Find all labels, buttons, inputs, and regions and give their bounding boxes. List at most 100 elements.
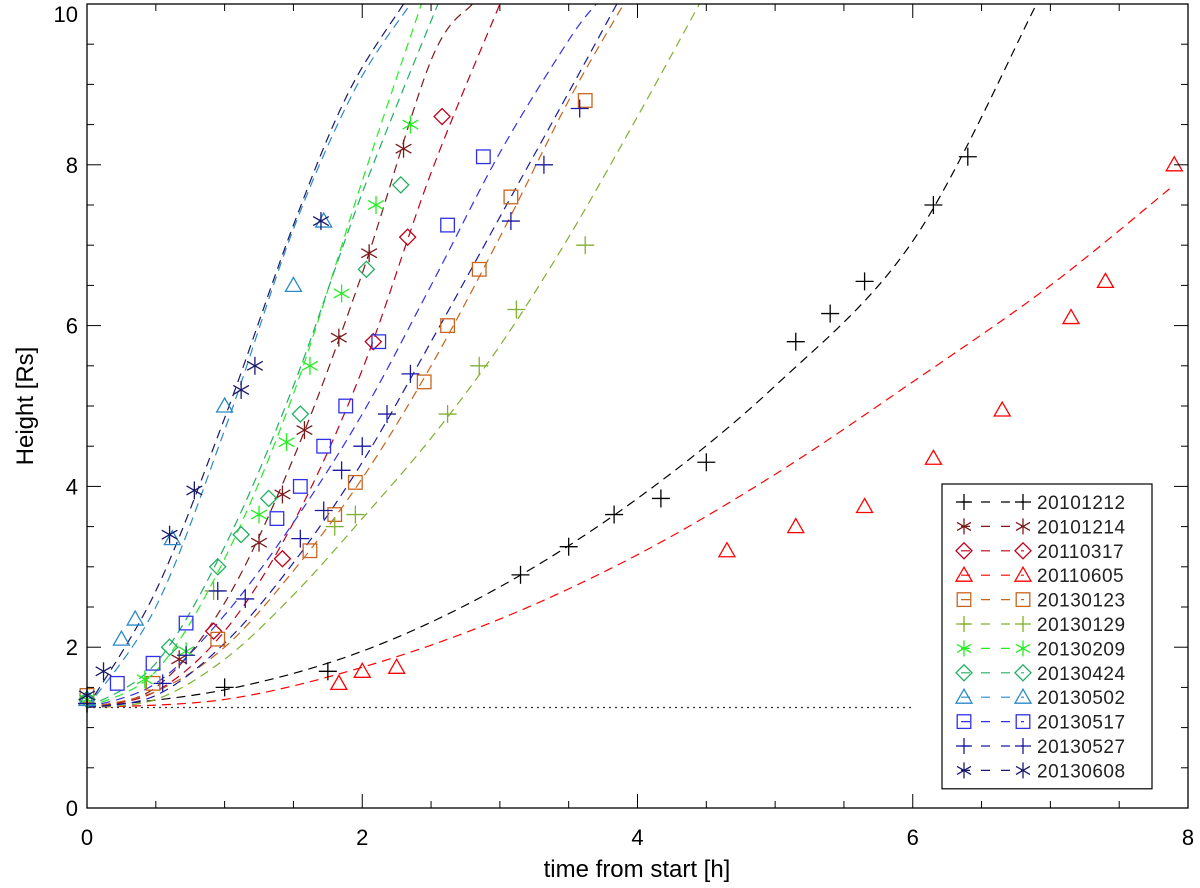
data-point-20110317 bbox=[398, 228, 417, 247]
data-point-20130517 bbox=[145, 655, 161, 671]
fit-curve-20130608 bbox=[87, 4, 405, 708]
data-point-20130209 bbox=[136, 670, 153, 689]
data-point-20130608 bbox=[161, 525, 178, 544]
fit-curve-20130424 bbox=[87, 4, 439, 709]
data-point-20130608 bbox=[186, 481, 203, 500]
data-point-20130209 bbox=[367, 196, 385, 214]
legend-marker-end bbox=[1015, 640, 1031, 657]
data-point-20130502 bbox=[163, 529, 182, 546]
data-point-20110605 bbox=[387, 657, 406, 674]
data-point-20130129 bbox=[507, 300, 526, 319]
data-point-20130129 bbox=[438, 405, 457, 424]
legend-marker-start bbox=[954, 687, 974, 704]
data-point-20130123 bbox=[347, 474, 363, 490]
legend-marker-end bbox=[1015, 762, 1031, 779]
legend-entry-20130502: 20130502 bbox=[954, 687, 1125, 709]
legend-label: 20130517 bbox=[1037, 713, 1126, 734]
data-point-20101214 bbox=[330, 328, 348, 347]
legend-entry-20130209: 20130209 bbox=[956, 639, 1126, 660]
legend-label: 20130129 bbox=[1037, 615, 1126, 636]
data-point-20130424 bbox=[357, 260, 376, 279]
legend-marker-end bbox=[1014, 541, 1032, 560]
data-point-20130209 bbox=[402, 115, 419, 134]
data-point-20130517 bbox=[475, 149, 491, 165]
data-point-20110605 bbox=[786, 517, 805, 534]
legend-entry-20130129: 20130129 bbox=[956, 615, 1126, 636]
legend-label: 20130424 bbox=[1037, 664, 1126, 685]
data-point-20101212 bbox=[559, 537, 578, 556]
data-point-20130123 bbox=[440, 318, 456, 334]
fit-curve-20101212 bbox=[87, 4, 1038, 709]
data-point-20130424 bbox=[291, 405, 310, 423]
data-point-20110605 bbox=[329, 674, 348, 691]
data-point-20110605 bbox=[717, 541, 737, 558]
legend-entry-20101214: 20101214 bbox=[956, 517, 1126, 538]
data-point-20130527 bbox=[208, 581, 227, 600]
data-point-20101214 bbox=[250, 533, 268, 552]
data-point-20130527 bbox=[534, 155, 553, 174]
data-point-20130517 bbox=[371, 334, 387, 350]
data-point-20130517 bbox=[109, 675, 125, 691]
data-point-20130527 bbox=[353, 437, 372, 456]
data-point-20130123 bbox=[210, 631, 226, 647]
data-point-20130209 bbox=[301, 356, 319, 375]
legend-box bbox=[941, 483, 1153, 790]
legend-entry-20130123: 20130123 bbox=[956, 591, 1126, 612]
data-point-20130424 bbox=[208, 557, 227, 576]
axis-ticks bbox=[86, 3, 1189, 809]
data-point-20110605 bbox=[1061, 308, 1081, 325]
data-point-20130129 bbox=[325, 517, 344, 536]
legend-marker-start bbox=[956, 738, 972, 754]
data-point-20130527 bbox=[378, 405, 397, 424]
data-point-20130502 bbox=[112, 629, 131, 646]
legend-label: 20130209 bbox=[1037, 639, 1126, 660]
data-point-20130517 bbox=[292, 478, 308, 494]
x-tick-labels: 0 2 4 6 8 bbox=[81, 825, 1194, 850]
y-axis-label: Height [Rs] bbox=[12, 347, 39, 466]
data-point-20101212 bbox=[318, 662, 337, 681]
y-tick-label: 6 bbox=[66, 314, 78, 339]
data-point-20130424 bbox=[160, 638, 179, 657]
y-tick-label: 0 bbox=[66, 796, 78, 821]
data-point-20101214 bbox=[360, 244, 378, 263]
legend-entry-20130608: 20130608 bbox=[956, 761, 1125, 782]
data-point-20101212 bbox=[511, 565, 530, 584]
fit-curve-20110317 bbox=[87, 4, 501, 709]
data-point-20110605 bbox=[1096, 272, 1115, 289]
fit-curve-20130517 bbox=[87, 4, 597, 709]
legend-marker-start bbox=[956, 592, 972, 608]
data-point-20130424 bbox=[232, 525, 251, 544]
y-tick-label: 4 bbox=[66, 474, 78, 499]
legend-marker-start bbox=[956, 640, 972, 657]
data-point-20130527 bbox=[332, 461, 351, 480]
data-point-20101212 bbox=[215, 678, 234, 697]
legend-entry-20130527: 20130527 bbox=[956, 737, 1125, 758]
fit-curve-20130209 bbox=[87, 4, 422, 709]
data-point-20130502 bbox=[126, 609, 145, 626]
legend-marker-start bbox=[956, 518, 972, 535]
data-point-20130517 bbox=[440, 217, 456, 233]
data-point-20101212 bbox=[924, 196, 943, 214]
legend: 20101212 20101214 20110317 20110605 20130123… bbox=[941, 483, 1153, 790]
legend-label: 20101214 bbox=[1037, 517, 1126, 538]
data-point-20130527 bbox=[153, 674, 172, 693]
legend-marker-end bbox=[1015, 592, 1031, 608]
legend-marker-end bbox=[1015, 494, 1031, 510]
data-point-20110605 bbox=[855, 497, 874, 514]
data-point-20110605 bbox=[993, 400, 1012, 417]
data-point-20130502 bbox=[215, 396, 234, 413]
fit-curve-20110605 bbox=[87, 184, 1175, 709]
legend-marker-end bbox=[1014, 663, 1032, 682]
legend-marker-end bbox=[1015, 616, 1031, 632]
data-point-20101212 bbox=[855, 272, 874, 291]
data-point-20130502 bbox=[284, 276, 303, 293]
data-point-20101212 bbox=[786, 332, 805, 351]
x-tick-label: 0 bbox=[81, 825, 93, 850]
x-tick-label: 4 bbox=[631, 825, 643, 850]
legend-marker-end bbox=[1013, 565, 1033, 582]
legend-label: 20130123 bbox=[1037, 591, 1126, 612]
data-point-20130123 bbox=[471, 261, 487, 277]
data-point-20130517 bbox=[338, 398, 354, 414]
data-point-20110317 bbox=[364, 332, 383, 351]
legend-entry-20110317: 20110317 bbox=[955, 541, 1124, 563]
